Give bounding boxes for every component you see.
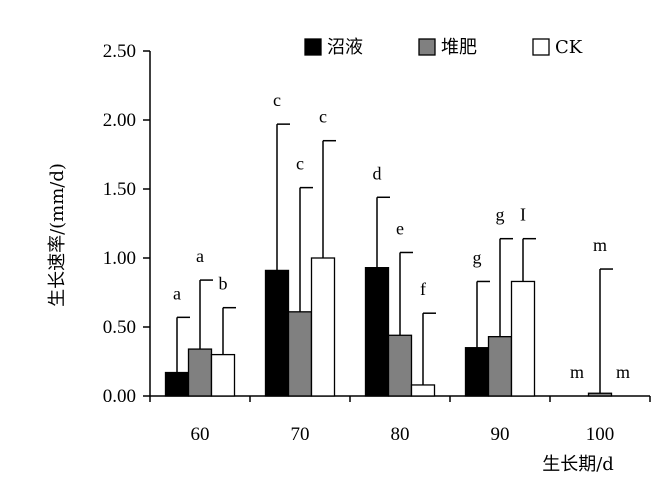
significance-label: b [219,274,228,294]
x-tick-label: 100 [586,424,615,445]
significance-label: c [319,107,327,127]
axes: 0.00 0.50 1.00 1.50 2.00 2.50 60 70 80 90 100 [103,41,651,445]
legend-label: CK [555,37,583,58]
significance-label: c [296,154,304,174]
x-tick-label: 60 [191,424,210,445]
bar [164,371,190,397]
bar [364,267,390,397]
legend-label: 沼液 [327,37,363,58]
significance-label: e [396,218,404,238]
bar [287,311,313,397]
y-axis-title: 生长速率/(mm/d) [47,163,68,307]
y-tick-label: 0.00 [103,386,136,407]
x-tick-label: 90 [491,424,510,445]
bar [510,280,536,397]
significance-label: I [520,205,526,225]
bar [310,257,336,397]
significance-label: c [273,90,281,110]
significance-label: d [373,163,382,183]
significance-label: a [196,246,204,266]
significance-label: a [173,283,181,303]
legend-label: 堆肥 [441,37,477,58]
bar [410,384,436,397]
y-tick-label: 2.00 [103,110,136,131]
legend-swatch [532,38,550,56]
bar [210,353,236,397]
legend-swatch [304,38,322,56]
y-tick-label: 1.50 [103,179,136,200]
legend: 沼液 堆肥 CK [304,37,583,58]
x-tick-label: 80 [391,424,410,445]
bar [387,334,413,397]
bar [264,269,290,397]
x-tick-label: 70 [291,424,310,445]
significance-label: g [496,205,505,225]
legend-swatch [418,38,436,56]
bar [187,348,213,397]
significance-label: g [473,247,482,267]
x-axis-title: 生长期/d [542,454,614,475]
significance-labels: a c d g m a c e g m b c f Im [173,90,630,382]
significance-label: m [593,235,607,255]
bar [487,336,513,397]
y-tick-label: 2.50 [103,41,136,62]
y-tick-label: 0.50 [103,317,136,338]
bars [164,257,613,397]
error-bars [176,123,613,394]
significance-label: m [570,362,584,382]
bar [587,392,613,397]
significance-label: m [616,362,630,382]
significance-label: f [420,279,426,299]
y-tick-label: 1.00 [103,248,136,269]
bar [464,347,490,397]
